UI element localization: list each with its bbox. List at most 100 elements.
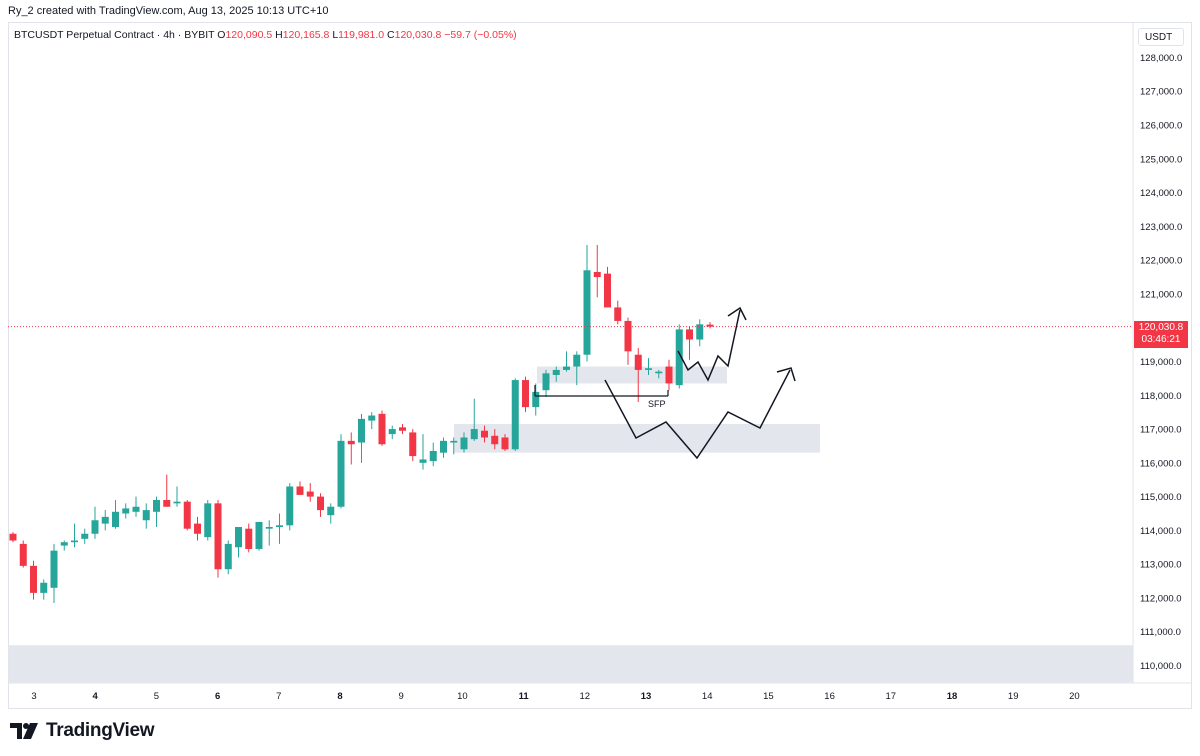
candle-body <box>276 525 283 528</box>
candle <box>255 521 263 551</box>
candle <box>173 486 181 507</box>
candle-body <box>593 271 601 278</box>
y-tick-label: 111,000.0 <box>1140 627 1181 638</box>
candle <box>265 520 273 546</box>
candle <box>593 244 601 298</box>
candle <box>30 560 37 600</box>
projection-arrow-lower <box>776 367 796 382</box>
candle <box>122 503 130 519</box>
x-tick-label: 8 <box>337 691 342 702</box>
y-tick-label: 127,000.0 <box>1140 87 1182 98</box>
candle <box>645 358 652 375</box>
candle <box>460 432 468 453</box>
symbol-legend: BTCUSDT Perpetual Contract · 4h · BYBIT … <box>14 29 517 41</box>
candle-body <box>296 486 304 495</box>
candle-body <box>460 437 468 450</box>
candle-body <box>563 366 570 370</box>
candle <box>604 266 611 308</box>
candle-body <box>419 459 427 463</box>
candle-body <box>204 503 212 538</box>
x-tick-label: 3 <box>31 691 36 702</box>
x-tick-label: 15 <box>763 691 774 702</box>
candle <box>317 493 324 517</box>
candle-body <box>378 413 386 445</box>
candle <box>388 425 396 440</box>
candle <box>101 510 109 531</box>
candle-body <box>224 543 232 570</box>
candle <box>511 378 519 451</box>
y-tick-label: 125,000.0 <box>1140 154 1182 165</box>
candle-body <box>429 450 437 462</box>
candle <box>358 413 365 463</box>
candle <box>675 324 683 389</box>
candle <box>634 347 642 403</box>
x-tick-label: 10 <box>457 691 468 702</box>
candle <box>563 351 570 372</box>
candle-body <box>470 429 478 440</box>
projection-path-upper <box>677 309 741 382</box>
candle-body <box>481 430 488 438</box>
x-tick-label: 5 <box>154 691 159 702</box>
candle-body <box>347 440 355 445</box>
candle <box>50 543 58 604</box>
x-tick-label: 18 <box>947 691 958 702</box>
sfp-label: SFP <box>648 399 666 409</box>
last-price-badge: 120,030.8 03:46:21 <box>1134 321 1188 348</box>
candle <box>686 326 693 360</box>
candle-body <box>91 520 99 534</box>
candle <box>378 410 386 446</box>
candle-body <box>30 565 37 593</box>
chart-pane[interactable] <box>8 22 1192 709</box>
candle <box>419 434 427 470</box>
candle-body <box>501 437 509 450</box>
tradingview-logo: TradingView <box>10 720 155 742</box>
candle-body <box>337 440 345 507</box>
candle-body <box>358 418 365 443</box>
tradingview-logo-icon <box>10 723 38 739</box>
candle <box>60 540 68 551</box>
candle <box>491 429 499 450</box>
currency-selector[interactable]: USDT <box>1138 28 1184 46</box>
candle-body <box>368 415 376 421</box>
y-tick-label: 117,000.0 <box>1140 425 1182 436</box>
candle <box>327 503 335 524</box>
x-tick-label: 13 <box>641 691 652 702</box>
candle <box>112 499 119 529</box>
candle <box>470 398 478 441</box>
candle-body <box>655 371 663 374</box>
candle <box>153 496 160 528</box>
candle <box>409 429 417 462</box>
y-tick-label: 116,000.0 <box>1140 458 1182 469</box>
candle <box>163 474 171 507</box>
candle <box>696 319 704 347</box>
candle <box>665 359 673 391</box>
candle-body <box>706 324 714 327</box>
candle-body <box>122 508 130 514</box>
candle-body <box>511 380 519 450</box>
candle <box>183 499 191 531</box>
last-price-value: 120,030.8 <box>1138 322 1184 333</box>
projection-path-lower <box>604 369 791 460</box>
low-label: L <box>332 29 339 41</box>
x-tick-label: 16 <box>824 691 835 702</box>
candle-body <box>9 533 17 541</box>
candle-body <box>532 391 540 408</box>
candle <box>399 423 406 435</box>
y-tick-label: 124,000.0 <box>1140 188 1182 199</box>
candle <box>296 481 304 495</box>
candle <box>337 434 345 509</box>
x-tick-label: 19 <box>1008 691 1019 702</box>
x-tick-label: 12 <box>580 691 591 702</box>
candle-body <box>153 499 160 512</box>
candle-body <box>542 373 550 391</box>
price-chart[interactable]: SFP 110,000.0 111,000.0 112,000.0 113,000.0… <box>0 0 1200 712</box>
candle <box>573 351 581 386</box>
bar-countdown: 03:46:21 <box>1141 334 1181 345</box>
candle-body <box>696 324 704 340</box>
candle-body <box>245 528 253 549</box>
candle <box>214 499 222 578</box>
candle <box>347 432 355 465</box>
zones-layer <box>8 366 1133 683</box>
candle <box>624 317 632 365</box>
open-label: O <box>217 29 226 41</box>
